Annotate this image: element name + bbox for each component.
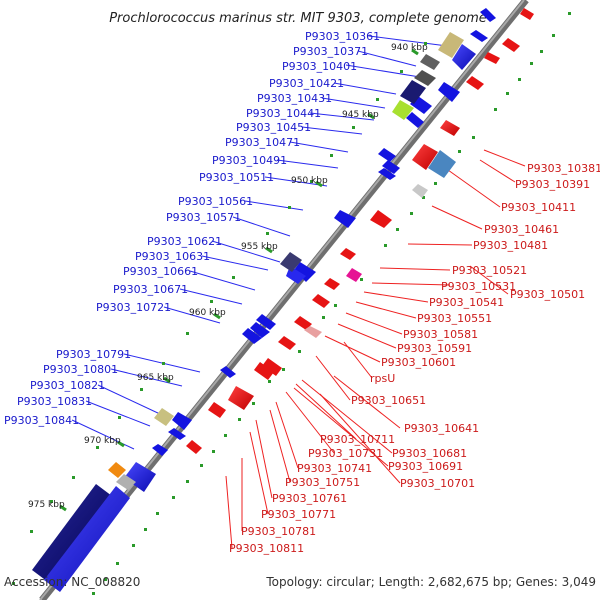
kbp-label: 965 kbp bbox=[137, 373, 174, 383]
reverse-gene-label: P9303_10651 bbox=[351, 394, 426, 407]
forward-gene-label: P9303_10511 bbox=[199, 171, 274, 184]
reverse-gene-label: P9303_10461 bbox=[484, 223, 559, 236]
forward-gene-label: P9303_10401 bbox=[282, 60, 357, 73]
kbp-label: 940 kbp bbox=[391, 43, 428, 53]
reverse-gene-label: P9303_10591 bbox=[397, 342, 472, 355]
forward-gene-label: P9303_10841 bbox=[4, 414, 79, 427]
forward-gene-label: P9303_10621 bbox=[147, 235, 222, 248]
reverse-gene-label: P9303_10741 bbox=[297, 462, 372, 475]
reverse-gene-label: P9303_10501 bbox=[510, 288, 585, 301]
reverse-gene-label: P9303_10731 bbox=[308, 447, 383, 460]
kbp-label: 950 kbp bbox=[291, 176, 328, 186]
forward-gene-label: P9303_10821 bbox=[30, 379, 105, 392]
reverse-gene-label: P9303_10711 bbox=[320, 433, 395, 446]
forward-gene-label: P9303_10441 bbox=[246, 107, 321, 120]
forward-genes bbox=[32, 8, 496, 592]
tick-dots bbox=[12, 12, 571, 595]
kbp-label: 975 kbp bbox=[28, 500, 65, 510]
reverse-gene-label: P9303_10541 bbox=[429, 296, 504, 309]
kbp-tick-marks bbox=[59, 48, 419, 512]
reverse-gene-label: P9303_10641 bbox=[404, 422, 479, 435]
forward-gene-label: P9303_10471 bbox=[225, 136, 300, 149]
chart-title: Prochlorococcus marinus str. MIT 9303, c… bbox=[109, 11, 487, 26]
kbp-label: 960 kbp bbox=[189, 308, 226, 318]
forward-gene-label: P9303_10721 bbox=[96, 301, 171, 314]
forward-gene-label: P9303_10831 bbox=[17, 395, 92, 408]
reverse-gene-label: P9303_10551 bbox=[417, 312, 492, 325]
reverse-gene-label: P9303_10581 bbox=[403, 328, 478, 341]
kbp-label: 970 kbp bbox=[84, 436, 121, 446]
reverse-gene-label: P9303_10411 bbox=[501, 201, 576, 214]
forward-gene-label: P9303_10361 bbox=[305, 30, 380, 43]
forward-gene-label: P9303_10431 bbox=[257, 92, 332, 105]
forward-gene-label: P9303_10571 bbox=[166, 211, 241, 224]
forward-gene-label: P9303_10421 bbox=[269, 77, 344, 90]
kbp-label: 955 kbp bbox=[241, 242, 278, 252]
reverse-gene-label: P9303_10481 bbox=[473, 239, 548, 252]
reverse-gene-label: P9303_10751 bbox=[285, 476, 360, 489]
reverse-gene-label: P9303_10681 bbox=[392, 447, 467, 460]
forward-gene-label: P9303_10801 bbox=[43, 363, 118, 376]
kbp-label: 945 kbp bbox=[342, 110, 379, 120]
forward-gene-label: P9303_10451 bbox=[236, 121, 311, 134]
forward-gene-label: P9303_10491 bbox=[212, 154, 287, 167]
forward-leader-lines bbox=[71, 35, 456, 450]
reverse-gene-label: P9303_10521 bbox=[452, 264, 527, 277]
forward-gene-label: P9303_10561 bbox=[178, 195, 253, 208]
forward-gene-label: P9303_10671 bbox=[113, 283, 188, 296]
forward-gene-label: P9303_10661 bbox=[123, 265, 198, 278]
reverse-gene-label: P9303_10781 bbox=[241, 525, 316, 538]
reverse-gene-label: P9303_10381 bbox=[527, 162, 600, 175]
kbp-tick-labels: 940 kbp 945 kbp 950 kbp 955 kbp 960 kbp … bbox=[28, 43, 428, 510]
reverse-gene-label: P9303_10391 bbox=[515, 178, 590, 191]
reverse-gene-label: P9303_10531 bbox=[441, 280, 516, 293]
forward-gene-label: P9303_10791 bbox=[56, 348, 131, 361]
reverse-gene-label: P9303_10691 bbox=[388, 460, 463, 473]
reverse-gene-label: P9303_10811 bbox=[229, 542, 304, 555]
reverse-gene-label: P9303_10761 bbox=[272, 492, 347, 505]
genome-summary-text: Topology: circular; Length: 2,682,675 bp… bbox=[265, 575, 596, 589]
reverse-gene-label: P9303_10601 bbox=[381, 356, 456, 369]
reverse-gene-label: rpsU bbox=[370, 372, 395, 385]
reverse-gene-labels: P9303_10381 P9303_10391 P9303_10411 P930… bbox=[229, 162, 600, 555]
reverse-genes bbox=[186, 8, 534, 454]
forward-gene-label: P9303_10631 bbox=[135, 250, 210, 263]
forward-gene-label: P9303_10371 bbox=[293, 45, 368, 58]
special-genes bbox=[108, 32, 464, 490]
forward-gene-labels: P9303_10361 P9303_10371 P9303_10401 P930… bbox=[4, 30, 380, 427]
reverse-gene-label: P9303_10701 bbox=[400, 477, 475, 490]
accession-text: Accession: NC_008820 bbox=[4, 575, 140, 589]
reverse-leader-lines bbox=[225, 149, 526, 549]
reverse-gene-label: P9303_10771 bbox=[261, 508, 336, 521]
